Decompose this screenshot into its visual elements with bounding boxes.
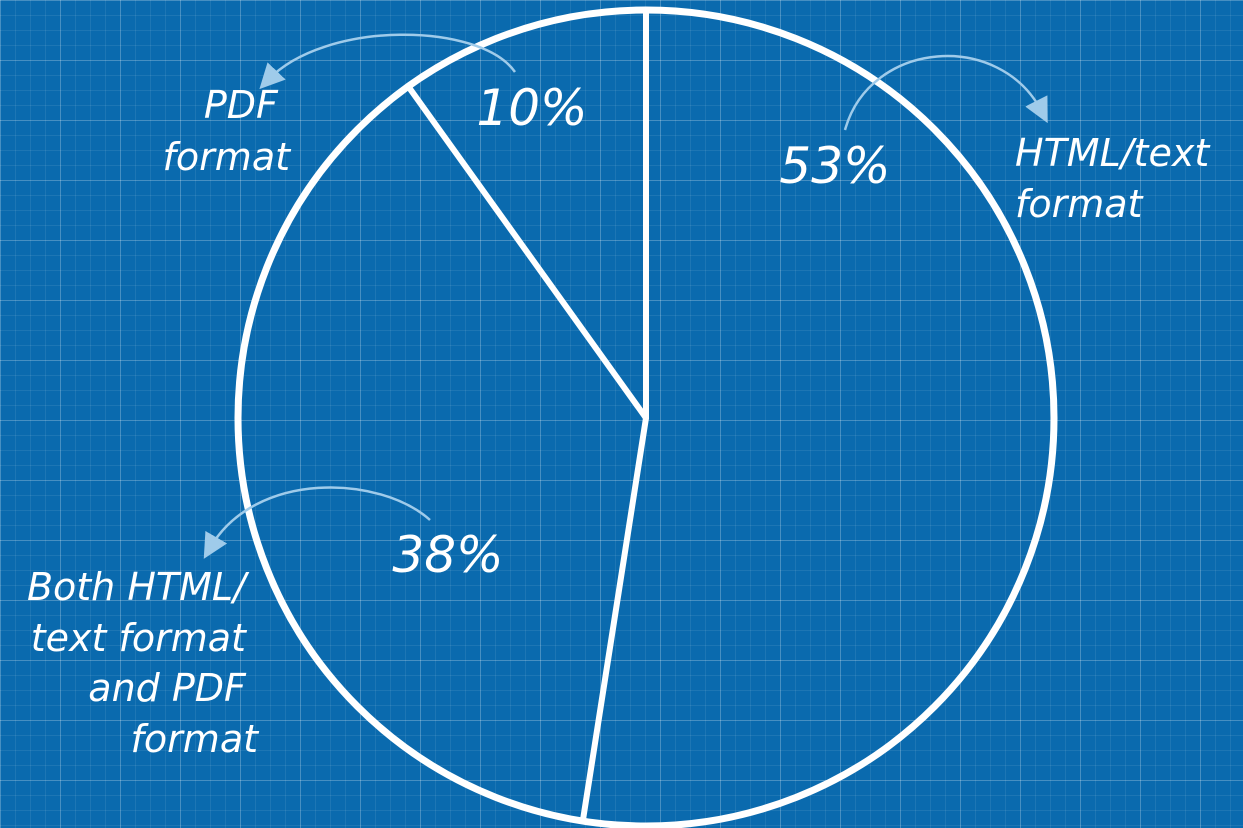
pie-slices (234, 6, 1058, 828)
slice-label-pdf: PDF format (163, 83, 293, 179)
slice-label-line: Both HTML/ (27, 565, 250, 609)
slice-label-line: format (163, 135, 293, 179)
pie-labels: 53% 38% 10% HTML/text format Both HTML/ … (27, 33, 1221, 761)
arrow-pdf (259, 33, 517, 90)
slice-divider (405, 83, 649, 421)
slice-label-line: PDF (204, 83, 279, 127)
slice-label-html-text: HTML/text format (1015, 131, 1221, 226)
slice-value-both: 38% (392, 526, 503, 584)
slice-label-line: format (1015, 182, 1145, 226)
slice-value-pdf: 10% (476, 79, 587, 137)
slice-value-html-text: 53% (779, 137, 890, 195)
slice-label-line: and PDF (88, 666, 247, 710)
slice-label-line: HTML/text (1015, 131, 1211, 175)
slice-label-line: text format (31, 616, 248, 660)
slice-html-text (583, 10, 1054, 826)
slice-label-line: format (131, 717, 261, 761)
arrow-html-text (843, 54, 1048, 131)
arrow-both (203, 486, 431, 559)
slice-divider (579, 415, 649, 825)
slice-label-both: Both HTML/ text format and PDF format (27, 565, 260, 761)
